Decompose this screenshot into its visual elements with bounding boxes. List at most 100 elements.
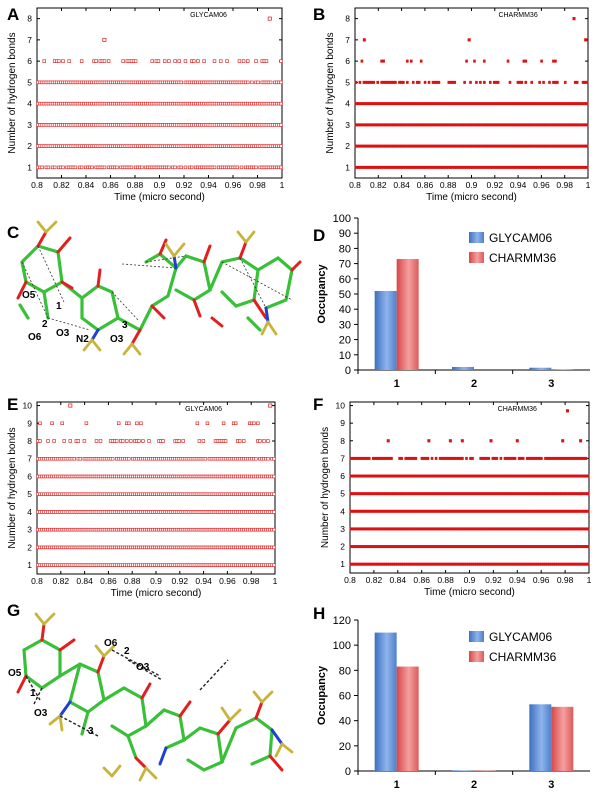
- y-tick-label: 7: [340, 453, 345, 463]
- data-point: [573, 165, 577, 169]
- data-point: [447, 144, 451, 148]
- data-point: [546, 492, 549, 496]
- data-point: [361, 527, 365, 531]
- data-point: [378, 509, 381, 513]
- data-point: [362, 144, 366, 148]
- data-point: [534, 545, 537, 549]
- data-point: [582, 509, 586, 513]
- data-point: [406, 509, 410, 513]
- data-point: [459, 102, 462, 106]
- data-point: [495, 456, 499, 460]
- data-point: [448, 456, 452, 460]
- data-point: [497, 492, 501, 496]
- data-point: [425, 165, 429, 169]
- hbond-level-4: [36, 510, 276, 514]
- data-point: [378, 492, 381, 496]
- data-point: [437, 80, 441, 84]
- data-point: [400, 456, 403, 460]
- data-point: [578, 509, 582, 513]
- data-point: [376, 456, 379, 460]
- data-point: [272, 563, 276, 567]
- y-tick-label: 5: [27, 489, 32, 499]
- data-point: [473, 509, 476, 513]
- data-point: [354, 165, 358, 169]
- data-point: [473, 527, 476, 531]
- data-point: [558, 492, 561, 496]
- data-point: [479, 509, 482, 513]
- data-point: [485, 144, 488, 148]
- data-point: [449, 165, 453, 169]
- data-point: [512, 123, 516, 127]
- data-point: [471, 102, 474, 106]
- data-point: [570, 509, 574, 513]
- data-point: [196, 59, 200, 63]
- data-point: [272, 474, 276, 479]
- bar-charmm36-3: [551, 706, 574, 771]
- data-point: [483, 144, 486, 148]
- data-point: [455, 102, 458, 106]
- data-point: [429, 123, 433, 127]
- data-point: [483, 80, 486, 84]
- legend-label-charmm36: CHARMM36: [489, 251, 557, 265]
- bar-glycam06-1: [374, 290, 397, 370]
- data-point: [438, 474, 442, 478]
- data-point: [583, 80, 587, 84]
- data-point: [431, 144, 435, 148]
- data-point: [408, 102, 411, 106]
- data-point: [427, 80, 431, 84]
- data-point: [585, 80, 589, 84]
- data-point: [519, 527, 523, 531]
- data-point: [446, 456, 450, 460]
- data-point: [433, 123, 437, 127]
- data-point: [382, 474, 385, 478]
- data-point: [471, 545, 474, 549]
- data-point: [233, 421, 238, 425]
- data-point: [167, 59, 171, 63]
- data-point: [529, 562, 533, 566]
- data-point: [475, 545, 478, 549]
- outlier-point: [448, 439, 452, 443]
- data-point: [532, 123, 535, 127]
- data-point: [363, 509, 367, 513]
- outlier-point: [268, 403, 273, 408]
- x-axis-label: Time (micro second): [114, 192, 205, 203]
- data-point: [498, 102, 502, 106]
- data-point: [378, 102, 381, 106]
- data-point: [538, 492, 541, 496]
- data-point: [416, 474, 420, 478]
- y-tick-label: 4: [345, 99, 350, 109]
- data-point: [556, 492, 559, 496]
- data-point: [279, 165, 283, 170]
- y-tick-label: 20: [339, 335, 351, 347]
- data-point: [422, 509, 426, 513]
- data-point: [366, 123, 370, 127]
- data-point: [435, 144, 439, 148]
- y-tick-label: 2: [27, 542, 32, 552]
- data-point: [388, 474, 391, 478]
- data-point: [500, 165, 504, 169]
- data-point: [380, 492, 383, 496]
- data-point: [409, 59, 413, 63]
- outlier-point: [68, 403, 73, 408]
- data-point: [459, 545, 462, 549]
- data-point: [390, 562, 393, 566]
- data-point: [479, 456, 482, 460]
- data-point: [262, 439, 266, 443]
- data-point: [374, 456, 377, 460]
- data-point: [384, 165, 387, 169]
- data-point: [572, 509, 576, 513]
- data-point: [426, 492, 430, 496]
- data-point: [426, 527, 430, 531]
- data-point: [475, 562, 478, 566]
- data-point: [205, 421, 210, 425]
- data-point: [471, 123, 474, 127]
- data-point: [356, 123, 360, 127]
- data-point: [570, 474, 574, 478]
- data-point: [536, 123, 539, 127]
- data-point: [485, 562, 489, 566]
- data-point: [390, 545, 393, 549]
- x-tick-label: 0.82: [53, 576, 70, 586]
- data-point: [501, 474, 505, 478]
- data-point: [586, 562, 590, 566]
- data-point: [434, 545, 438, 549]
